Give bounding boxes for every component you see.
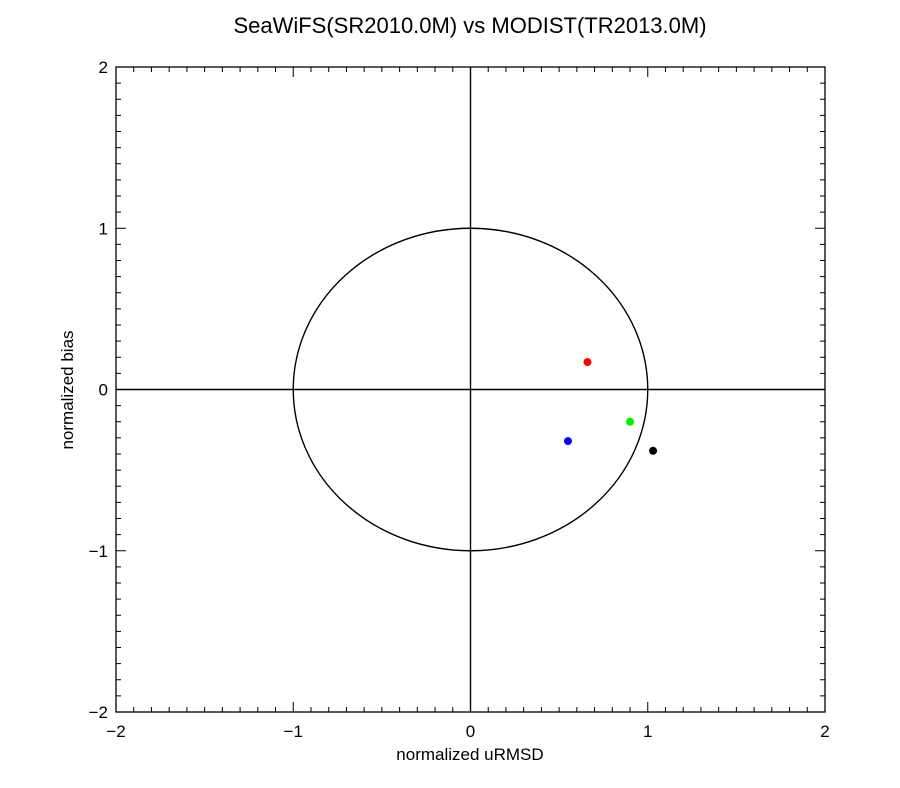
data-point: [626, 417, 635, 426]
y-tick-label: −1: [89, 542, 108, 561]
x-tick-label: 2: [820, 722, 829, 741]
x-tick-label: −1: [284, 722, 303, 741]
x-tick-label: 1: [643, 722, 652, 741]
y-tick-label: −2: [89, 703, 108, 722]
y-axis-label: normalized bias: [58, 330, 77, 449]
x-axis-label: normalized uRMSD: [396, 745, 543, 764]
reference-geometry: [116, 67, 825, 712]
y-tick-label: 0: [99, 381, 108, 400]
axis-ticks: −2 −1 0 1 2 −2 −1 0 1 2: [89, 58, 830, 741]
data-point: [563, 437, 572, 446]
y-tick-label: 2: [99, 58, 108, 77]
y-tick-label: 1: [99, 219, 108, 238]
x-tick-label: −2: [106, 722, 125, 741]
data-point: [583, 358, 592, 367]
data-points: [563, 358, 658, 455]
data-point: [649, 446, 658, 455]
x-tick-label: 0: [466, 722, 475, 741]
unit-circle: [292, 227, 649, 552]
chart-title: SeaWiFS(SR2010.0M) vs MODIST(TR2013.0M): [233, 13, 706, 38]
